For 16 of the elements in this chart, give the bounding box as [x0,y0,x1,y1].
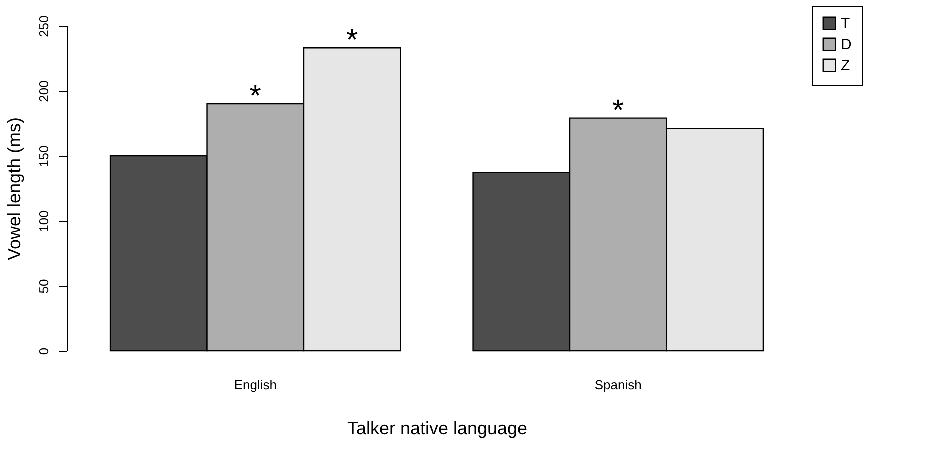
y-tick-label: 0 [36,348,52,356]
y-tick-label: 100 [36,210,52,232]
legend-label: T [841,16,850,32]
x-axis-title: Talker native language [347,418,528,438]
y-axis-title: Vowel length (ms) [4,117,24,261]
x-tick-label: Spanish [594,378,642,392]
y-tick-label: 200 [36,80,52,102]
y-tick-label: 250 [36,16,52,38]
y-tick-label: 50 [36,279,52,294]
annotation: * [250,80,262,113]
annotation: * [346,24,359,58]
y-tick-label: 150 [36,146,52,168]
legend-label: Z [841,58,850,74]
x-tick-label: English [234,378,277,392]
legend-label: D [841,36,852,54]
annotation: * [612,94,625,128]
